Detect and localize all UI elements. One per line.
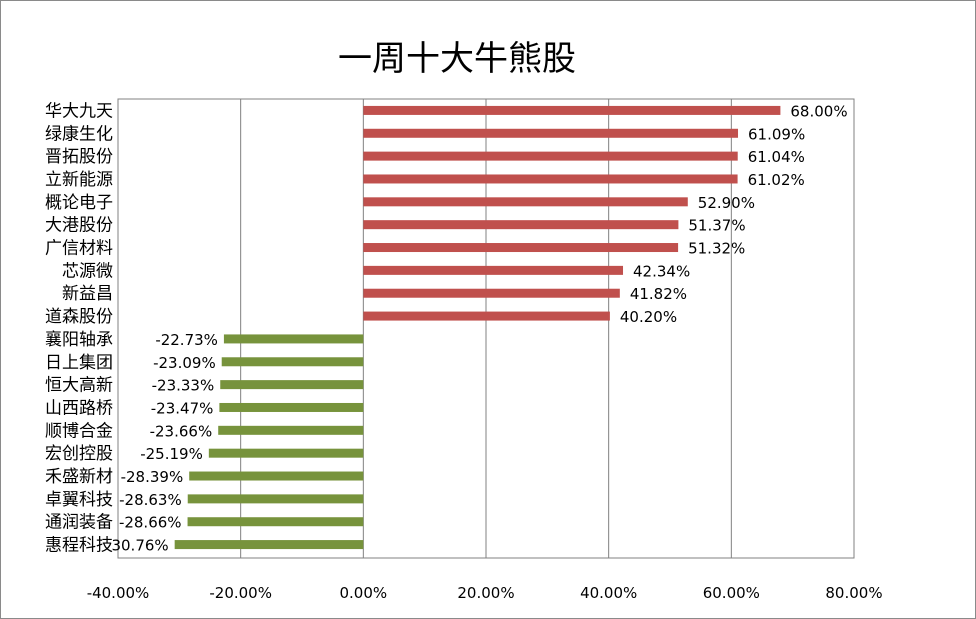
plot-area-border <box>117 98 855 559</box>
bar <box>363 265 624 275</box>
data-label: -25.19% <box>140 445 203 463</box>
bar <box>174 540 364 550</box>
category-label: 禾盛新材 <box>45 467 113 487</box>
bar <box>363 220 679 230</box>
data-label: -28.39% <box>121 468 184 486</box>
data-label: -28.63% <box>119 491 182 509</box>
data-label: 61.09% <box>748 125 805 143</box>
x-tick-label: 80.00% <box>825 584 882 602</box>
category-label: 新益昌 <box>62 284 113 304</box>
chart-title: 一周十大牛熊股 <box>338 39 576 79</box>
category-label: 襄阳轴承 <box>45 329 113 350</box>
data-label: -22.73% <box>155 331 218 349</box>
data-label: -23.09% <box>153 354 216 372</box>
category-label: 立新能源 <box>45 170 113 190</box>
bar <box>363 288 620 298</box>
category-label: 卓翼科技 <box>45 490 113 510</box>
bar <box>363 128 739 138</box>
bar <box>363 243 679 253</box>
data-label: -23.33% <box>152 377 215 395</box>
data-label: 42.34% <box>633 262 690 280</box>
category-label: 顺博合金 <box>45 421 113 441</box>
data-label: 41.82% <box>630 285 687 303</box>
data-label: -23.47% <box>151 399 214 417</box>
x-tick-label: 40.00% <box>580 584 637 602</box>
category-label: 广信材料 <box>45 239 113 259</box>
category-label: 华大九天 <box>45 101 113 121</box>
x-tick-label: 20.00% <box>457 584 514 602</box>
category-label: 通润装备 <box>45 513 113 533</box>
x-tick-label: -40.00% <box>87 584 150 602</box>
data-label: -23.66% <box>150 422 213 440</box>
x-tick-label: 0.00% <box>340 584 388 602</box>
data-label: 30.76% <box>111 537 168 555</box>
data-label: 68.00% <box>790 102 847 120</box>
data-label: 61.02% <box>748 171 805 189</box>
bar <box>363 151 738 161</box>
bar <box>208 448 364 458</box>
category-label: 恒大高新 <box>45 376 113 396</box>
category-label: 绿康生化 <box>45 124 113 144</box>
category-label: 山西路桥 <box>45 398 113 418</box>
x-tick-label: -20.00% <box>209 584 272 602</box>
bar <box>223 334 364 344</box>
bar <box>363 197 688 207</box>
data-label: -28.66% <box>119 514 182 532</box>
bar <box>187 494 364 504</box>
data-label: 61.04% <box>748 148 805 166</box>
x-tick-label: 60.00% <box>703 584 760 602</box>
bar <box>363 174 738 184</box>
category-label: 宏创控股 <box>45 444 113 464</box>
data-label: 40.20% <box>620 308 677 326</box>
category-label: 道森股份 <box>45 307 113 327</box>
bar <box>187 517 364 527</box>
category-label: 大港股份 <box>45 216 113 236</box>
category-label: 晋拓股份 <box>45 147 113 167</box>
category-label: 芯源微 <box>62 261 113 281</box>
bar <box>363 105 781 115</box>
bar <box>219 402 364 412</box>
bar <box>363 311 610 321</box>
category-label: 惠程科技 <box>45 536 113 556</box>
bar <box>221 357 364 367</box>
bar <box>218 425 364 435</box>
bar <box>220 380 364 390</box>
data-label: 52.90% <box>698 194 755 212</box>
data-label: 51.32% <box>688 240 745 258</box>
bar <box>189 471 364 481</box>
data-label: 51.37% <box>688 217 745 235</box>
category-label: 日上集团 <box>45 353 113 373</box>
category-label: 概论电子 <box>45 193 113 213</box>
